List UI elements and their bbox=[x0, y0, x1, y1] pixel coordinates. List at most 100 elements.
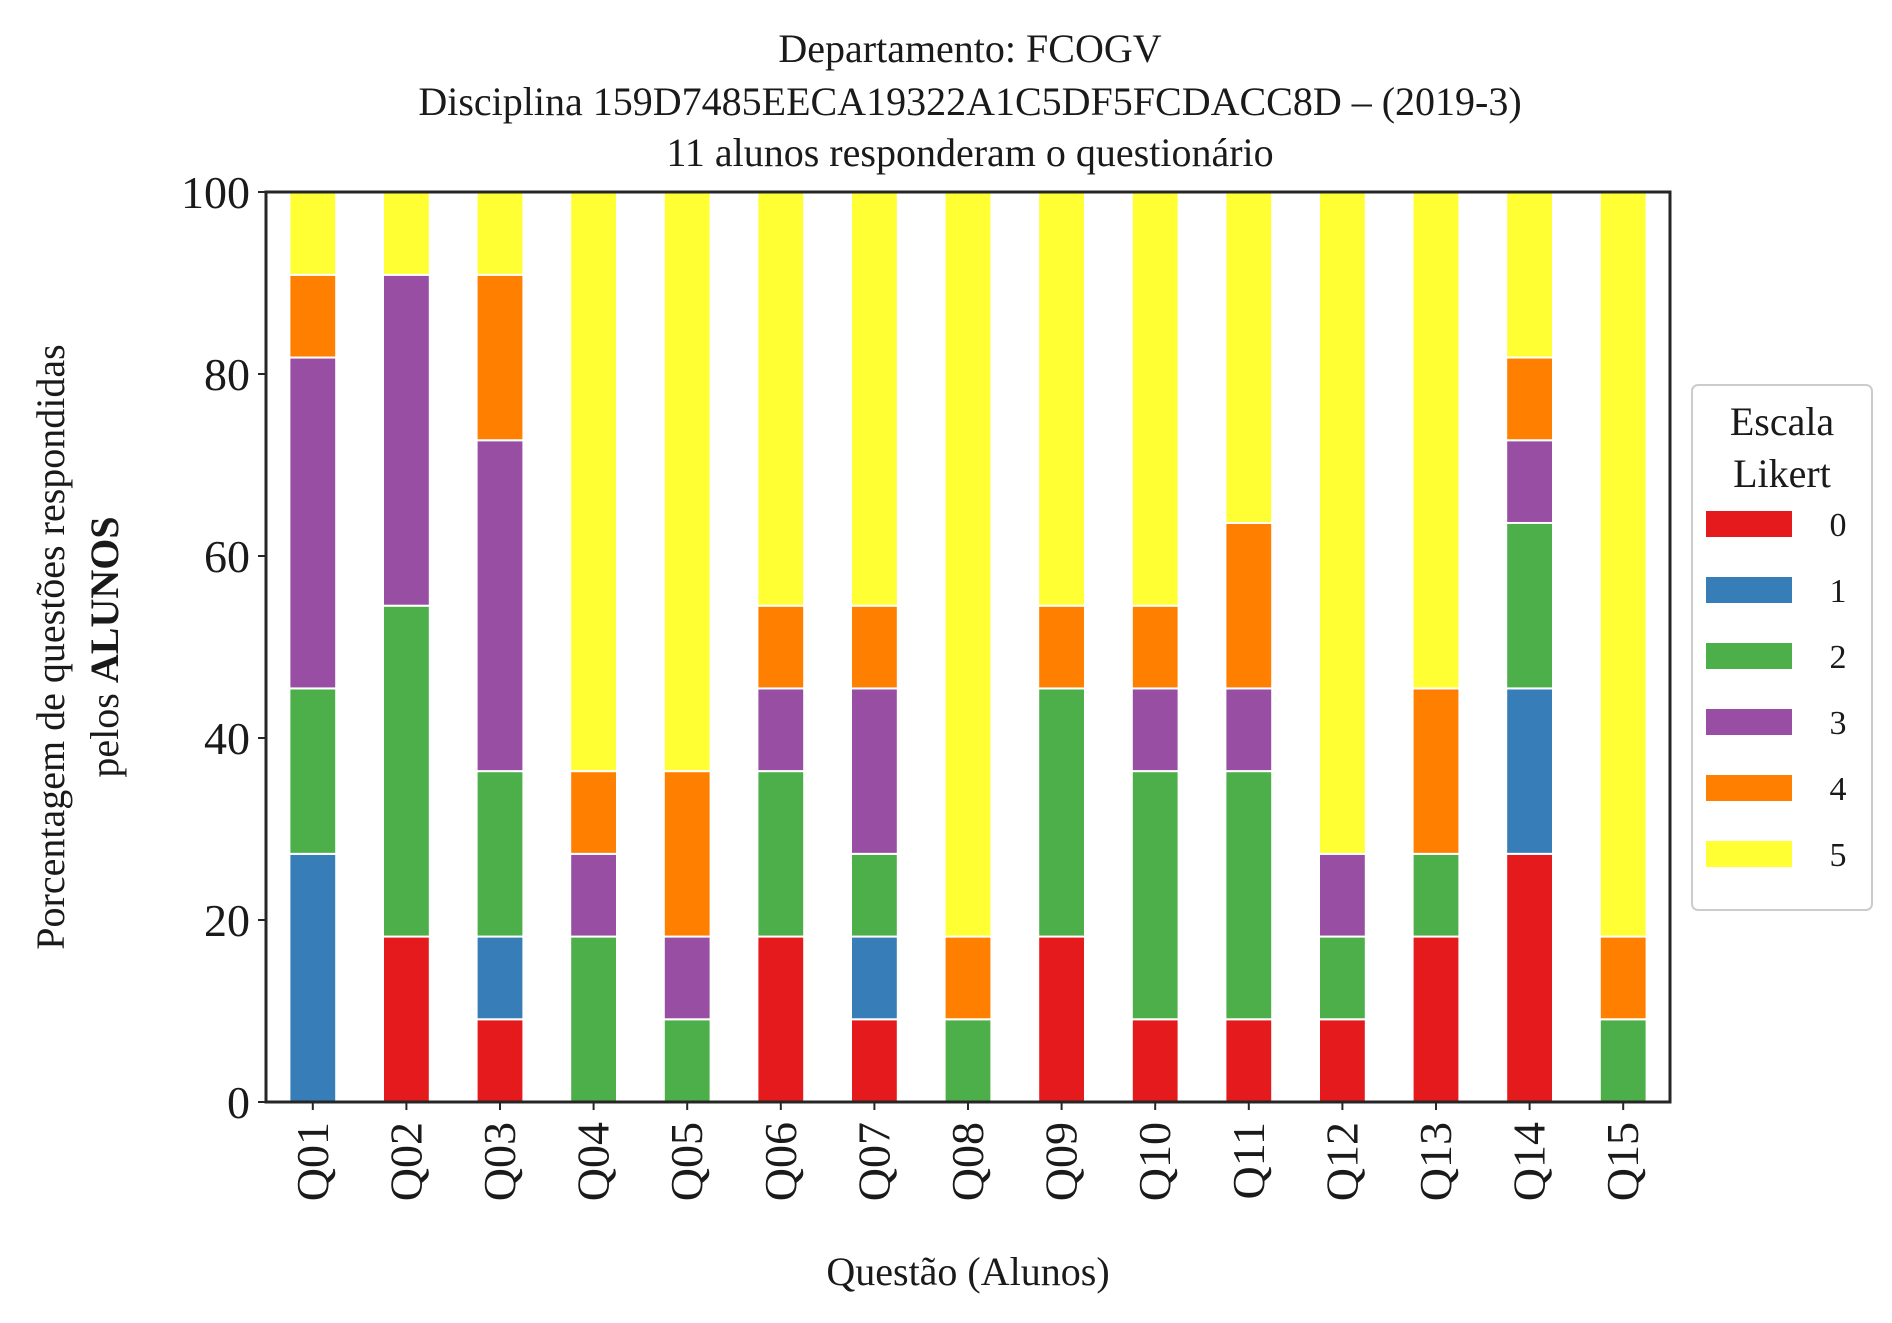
y-tick-label-20: 20 bbox=[204, 895, 250, 946]
bar-segment-q04-level-3 bbox=[569, 852, 619, 938]
bar-segment-q14-level-2 bbox=[1505, 521, 1554, 690]
legend: Escala Likert 0 1 2 3 4 5 bbox=[1691, 384, 1873, 911]
legend-label-5: 5 bbox=[1830, 837, 1847, 874]
bar-segment-q06-level-0 bbox=[756, 935, 806, 1103]
bar-segment-q13-level-4 bbox=[1411, 687, 1461, 855]
bar-segment-q07-level-1 bbox=[850, 935, 899, 1021]
bar-segment-q02-level-3 bbox=[382, 273, 431, 607]
x-tick-label-q06: Q06 bbox=[755, 1122, 806, 1201]
y-tick-label-0: 0 bbox=[227, 1077, 250, 1128]
bar-segment-q03-level-0 bbox=[475, 1018, 525, 1104]
bar-segment-q07-level-3 bbox=[850, 687, 899, 855]
legend-title-line-2: Likert bbox=[1733, 451, 1831, 496]
legend-title-line-1: Escala bbox=[1730, 399, 1835, 444]
bar-segment-q06-level-5 bbox=[756, 191, 806, 607]
bar-segment-q11-level-4 bbox=[1224, 521, 1274, 690]
bars-layer bbox=[288, 191, 1648, 1104]
x-tick-label-q07: Q07 bbox=[848, 1122, 899, 1201]
bar-segment-q09-level-0 bbox=[1037, 935, 1086, 1103]
x-tick-label-q10: Q10 bbox=[1129, 1122, 1180, 1201]
bar-segment-q15-level-2 bbox=[1598, 1018, 1648, 1104]
legend-label-1: 1 bbox=[1830, 573, 1847, 610]
bar-segment-q11-level-0 bbox=[1224, 1018, 1274, 1104]
bar-segment-q10-level-5 bbox=[1130, 191, 1180, 607]
bar-segment-q01-level-5 bbox=[288, 191, 338, 276]
legend-swatch-1 bbox=[1706, 577, 1792, 603]
bar-segment-q14-level-3 bbox=[1505, 439, 1554, 524]
bar-segment-q01-level-4 bbox=[288, 273, 338, 359]
bar-segment-q14-level-5 bbox=[1505, 191, 1554, 359]
bar-segment-q09-level-2 bbox=[1037, 687, 1086, 938]
legend-label-4: 4 bbox=[1830, 771, 1847, 808]
bar-segment-q01-level-3 bbox=[288, 356, 338, 690]
bar-segment-q14-level-1 bbox=[1505, 687, 1554, 855]
y-tick-label-80: 80 bbox=[204, 349, 250, 400]
x-tick-label-q12: Q12 bbox=[1316, 1122, 1367, 1201]
x-axis-ticks: Q01 Q02 Q03 Q04 Q05 Q06 Q07 Q08 Q09 Q10 Q11 Q12 Q13 Q… bbox=[287, 1102, 1648, 1201]
bar-segment-q05-level-2 bbox=[662, 1018, 712, 1104]
legend-label-3: 3 bbox=[1830, 705, 1847, 742]
bar-segment-q08-level-5 bbox=[943, 191, 993, 938]
bar-segment-q07-level-2 bbox=[850, 852, 899, 938]
legend-label-0: 0 bbox=[1830, 507, 1847, 544]
bar-segment-q11-level-5 bbox=[1224, 191, 1274, 524]
x-tick-label-q01: Q01 bbox=[287, 1122, 338, 1201]
bar-segment-q03-level-1 bbox=[475, 935, 525, 1021]
x-tick-label-q13: Q13 bbox=[1410, 1122, 1461, 1201]
x-tick-label-q14: Q14 bbox=[1504, 1122, 1555, 1201]
x-tick-label-q09: Q09 bbox=[1036, 1122, 1087, 1201]
bar-segment-q15-level-5 bbox=[1598, 191, 1648, 938]
bar-segment-q11-level-3 bbox=[1224, 687, 1274, 773]
bar-segment-q13-level-0 bbox=[1411, 935, 1461, 1103]
bar-segment-q10-level-2 bbox=[1130, 770, 1180, 1021]
bar-segment-q15-level-4 bbox=[1598, 935, 1648, 1021]
bar-segment-q07-level-4 bbox=[850, 604, 899, 690]
bar-segment-q10-level-3 bbox=[1130, 687, 1180, 773]
bar-segment-q02-level-5 bbox=[382, 191, 431, 276]
x-tick-label-q15: Q15 bbox=[1597, 1122, 1648, 1201]
bar-segment-q04-level-4 bbox=[569, 770, 619, 855]
bar-segment-q13-level-2 bbox=[1411, 852, 1461, 938]
title-line-2: Disciplina 159D7485EECA19322A1C5DF5FCDAC… bbox=[418, 79, 1521, 124]
bar-segment-q03-level-4 bbox=[475, 273, 525, 442]
bar-segment-q06-level-2 bbox=[756, 770, 806, 938]
bar-segment-q06-level-3 bbox=[756, 687, 806, 773]
bar-segment-q03-level-3 bbox=[475, 439, 525, 773]
y-tick-label-60: 60 bbox=[204, 531, 250, 582]
x-axis-label: Questão (Alunos) bbox=[826, 1249, 1109, 1294]
bar-segment-q14-level-0 bbox=[1505, 852, 1554, 1104]
x-tick-label-q05: Q05 bbox=[661, 1122, 712, 1201]
x-tick-label-q03: Q03 bbox=[474, 1122, 525, 1201]
bar-segment-q03-level-2 bbox=[475, 770, 525, 938]
bar-segment-q03-level-5 bbox=[475, 191, 525, 276]
bar-segment-q11-level-2 bbox=[1224, 770, 1274, 1021]
bar-segment-q01-level-2 bbox=[288, 687, 338, 855]
bar-segment-q12-level-5 bbox=[1318, 191, 1367, 855]
bar-segment-q12-level-3 bbox=[1318, 852, 1367, 938]
y-axis-ticks: 0 20 40 60 80 100 bbox=[181, 167, 266, 1128]
bar-segment-q08-level-2 bbox=[943, 1018, 993, 1104]
bar-segment-q12-level-0 bbox=[1318, 1018, 1367, 1104]
y-axis-label: Porcentagem de questões respondidas pelo… bbox=[28, 344, 127, 949]
bar-segment-q02-level-2 bbox=[382, 604, 431, 938]
bar-segment-q01-level-1 bbox=[288, 852, 338, 1104]
bar-segment-q05-level-3 bbox=[662, 935, 712, 1021]
legend-swatch-5 bbox=[1706, 841, 1792, 867]
title-line-3: 11 alunos responderam o questionário bbox=[666, 130, 1273, 175]
bar-segment-q09-level-4 bbox=[1037, 604, 1086, 690]
bar-segment-q04-level-5 bbox=[569, 191, 619, 773]
legend-label-2: 2 bbox=[1830, 639, 1847, 676]
legend-swatch-4 bbox=[1706, 775, 1792, 801]
bar-segment-q10-level-0 bbox=[1130, 1018, 1180, 1104]
y-axis-label-line-1: Porcentagem de questões respondidas bbox=[28, 344, 73, 949]
legend-swatch-3 bbox=[1706, 709, 1792, 735]
x-tick-label-q11: Q11 bbox=[1223, 1122, 1274, 1200]
bar-segment-q10-level-4 bbox=[1130, 604, 1180, 690]
bar-segment-q06-level-4 bbox=[756, 604, 806, 690]
y-tick-label-40: 40 bbox=[204, 713, 250, 764]
legend-swatch-2 bbox=[1706, 643, 1792, 669]
bar-segment-q07-level-5 bbox=[850, 191, 899, 607]
bar-segment-q14-level-4 bbox=[1505, 356, 1554, 442]
y-axis-label-line-2: pelos ALUNOS bbox=[82, 516, 127, 777]
